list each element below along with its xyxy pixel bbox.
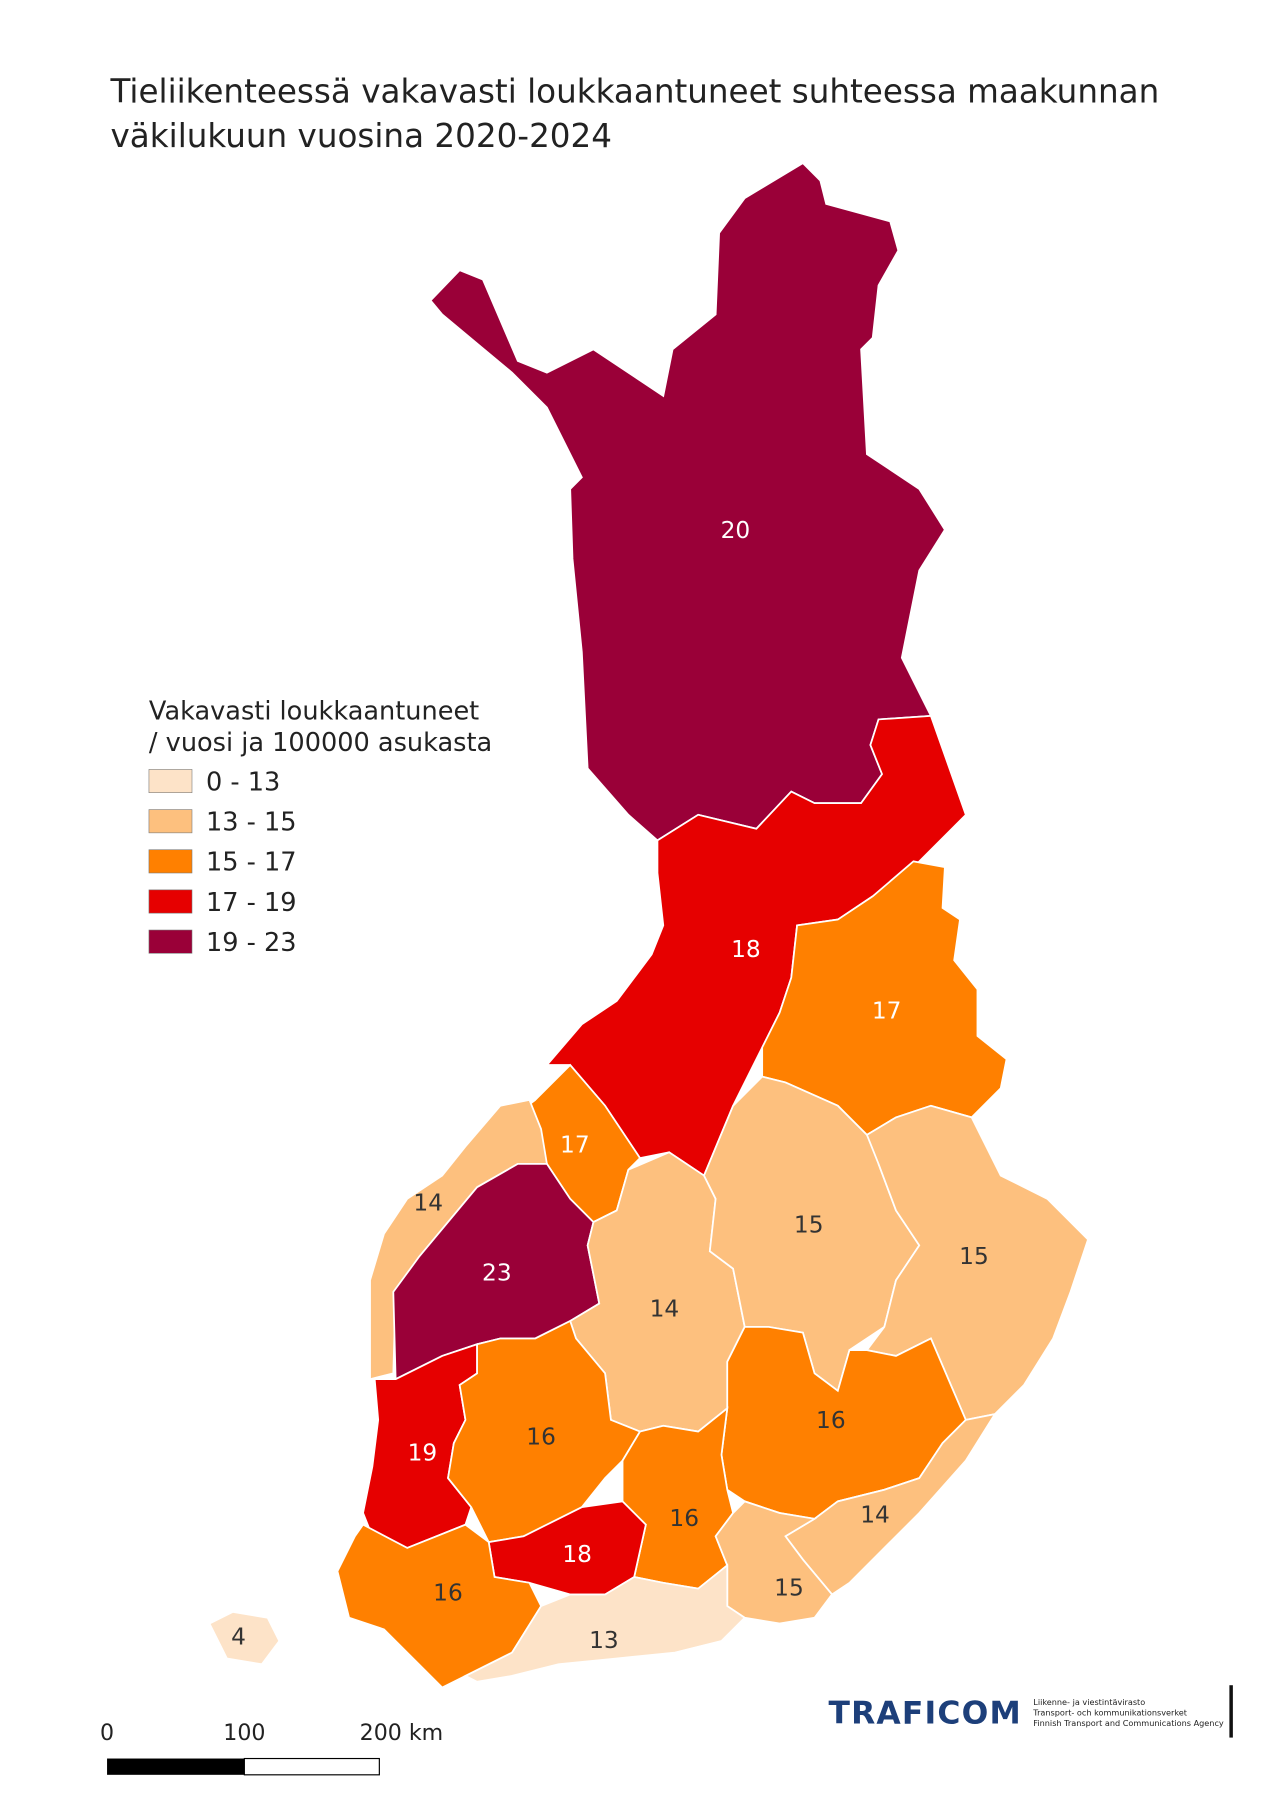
region-value: 13 (589, 1627, 619, 1654)
title-line: Tieliikenteessä vakavasti loukkaantuneet… (110, 73, 1160, 111)
region-value: 19 (408, 1440, 438, 1467)
region-value: 16 (669, 1505, 699, 1532)
region (429, 162, 946, 842)
scale-label: 0 (100, 1720, 114, 1746)
region (208, 1611, 281, 1666)
logo-text: Finnish Transport and Communications Age… (1033, 1718, 1224, 1728)
scale-segment (243, 1757, 380, 1776)
legend: Vakavasti loukkaantuneet / vuosi ja 1000… (148, 696, 492, 958)
region-value: 15 (794, 1212, 824, 1239)
legend-label: 15 - 17 (206, 848, 297, 878)
region-value: 15 (959, 1243, 989, 1270)
legend-label: 13 - 15 (206, 808, 297, 838)
logo-text: Liikenne- ja viestintävirasto (1033, 1697, 1145, 1707)
region-value: 15 (774, 1575, 804, 1602)
legend-title: / vuosi ja 100000 asukasta (149, 728, 492, 758)
legend-label: 19 - 23 (206, 928, 297, 958)
region-value: 16 (816, 1407, 846, 1434)
scale-segment (107, 1758, 245, 1775)
legend-label: 0 - 13 (206, 767, 280, 797)
legend-swatch (148, 769, 193, 793)
region-value: 16 (526, 1423, 556, 1450)
region-value: 18 (562, 1541, 592, 1568)
region (761, 860, 1008, 1136)
legend-swatch (148, 929, 193, 954)
legend-label: 17 - 19 (206, 888, 297, 918)
legend-title: Vakavasti loukkaantuneet (149, 696, 479, 726)
legend-swatch (148, 849, 193, 874)
region-value: 16 (433, 1579, 463, 1606)
region-value: 18 (731, 936, 761, 963)
scale-label: 200 km (360, 1720, 444, 1746)
scale-label: 100 (223, 1720, 265, 1746)
logo: TRAFICOM Liikenne- ja viestintävirasto T… (829, 1685, 1233, 1738)
region-value: 23 (482, 1259, 512, 1286)
region-value: 17 (560, 1131, 590, 1158)
region-value: 14 (413, 1189, 443, 1216)
region-value: 14 (860, 1501, 890, 1528)
title-line: väkilukuun vuosina 2020-2024 (111, 117, 612, 155)
region (621, 1406, 735, 1590)
region-value: 17 (872, 997, 902, 1024)
logo-text: Transport- och kommunikationsverket (1032, 1707, 1187, 1717)
region-value: 20 (721, 517, 751, 544)
region-value: 4 (231, 1623, 246, 1650)
region (463, 1563, 747, 1683)
legend-swatch (148, 889, 193, 914)
regions: 20 18 17 17 14 23 14 15 15 16 19 16 16 18 16 14 15 13 4 (208, 162, 1089, 1689)
region (714, 1500, 834, 1625)
region-value: 14 (650, 1295, 680, 1322)
logo-name: TRAFICOM (829, 1696, 1022, 1732)
scale-bar: 0 100 200 km (100, 1720, 444, 1776)
legend-swatch (148, 809, 193, 834)
